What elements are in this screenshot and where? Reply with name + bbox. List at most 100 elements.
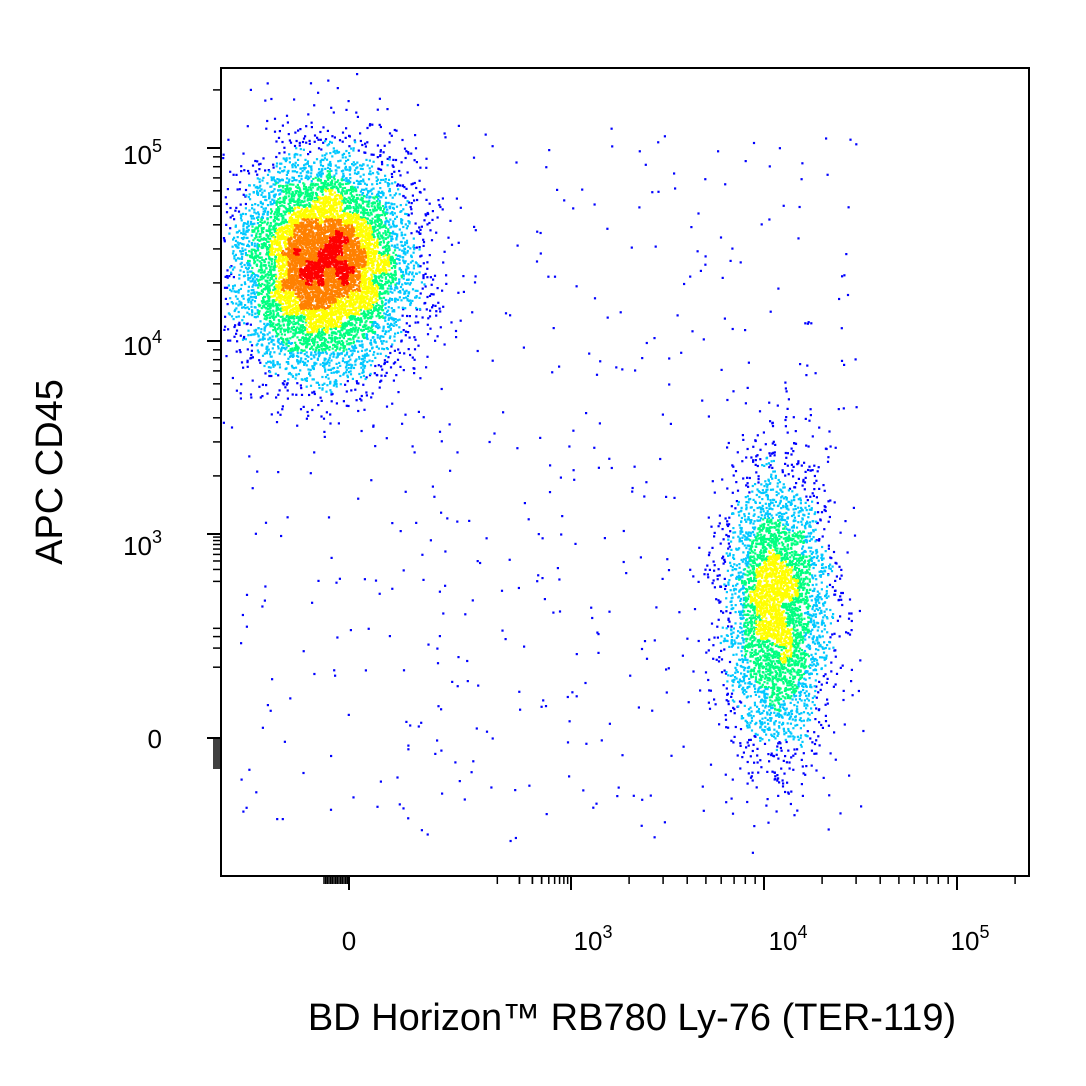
- event-dot: [773, 504, 776, 507]
- event-dot: [741, 691, 745, 694]
- event-dot: [406, 282, 409, 285]
- event-dot: [733, 563, 736, 566]
- event-dot: [789, 701, 792, 704]
- event-dot: [285, 346, 288, 349]
- event-dot: [264, 195, 267, 198]
- event-dot: [743, 535, 746, 538]
- event-dot: [252, 283, 255, 287]
- event-dot: [404, 223, 407, 226]
- event-dot: [751, 645, 754, 648]
- event-dot: [378, 206, 381, 209]
- event-dot: [297, 362, 300, 365]
- event-dot: [346, 351, 349, 354]
- event-dot: [404, 196, 407, 199]
- event-dot: [814, 597, 817, 600]
- event-dot: [817, 466, 820, 469]
- event-dot: [708, 568, 711, 571]
- event-dot: [359, 175, 362, 178]
- event-dot: [355, 333, 358, 336]
- event-dot: [242, 193, 245, 196]
- event-dot: [285, 191, 288, 194]
- event-dot: [393, 335, 396, 338]
- event-dot: [266, 173, 270, 176]
- event-dot: [755, 471, 758, 474]
- event-dot: [411, 356, 414, 359]
- event-dot: [815, 739, 818, 742]
- event-dot: [730, 635, 734, 639]
- event-dot: [753, 520, 756, 523]
- event-dot: [342, 152, 346, 155]
- event-dot: [850, 612, 853, 615]
- event-dot: [582, 789, 585, 792]
- event-dot: [368, 190, 371, 193]
- event-dot: [815, 607, 818, 610]
- event-dot: [374, 445, 377, 448]
- event-dot: [774, 474, 777, 477]
- event-dot: [398, 318, 401, 321]
- event-dot: [428, 294, 432, 297]
- event-dot: [805, 576, 808, 579]
- event-dot: [771, 488, 775, 491]
- event-dot: [361, 333, 364, 336]
- event-dot: [792, 465, 795, 468]
- event-dot: [251, 203, 254, 207]
- event-dot: [804, 470, 807, 473]
- event-dot: [786, 452, 789, 455]
- event-dot: [305, 174, 308, 177]
- event-dot: [715, 598, 718, 601]
- event-dot: [741, 460, 744, 463]
- event-dot: [802, 480, 805, 483]
- event-dot: [287, 180, 291, 183]
- event-dot: [323, 359, 326, 362]
- event-dot: [815, 552, 818, 555]
- event-dot: [787, 489, 790, 492]
- event-dot: [574, 542, 577, 545]
- event-dot: [372, 321, 375, 324]
- event-dot: [818, 645, 821, 648]
- event-dot: [753, 509, 756, 512]
- event-dot: [251, 285, 254, 288]
- event-dot: [763, 677, 766, 680]
- event-dot: [732, 643, 735, 646]
- event-dot: [808, 636, 811, 639]
- event-dot: [711, 480, 714, 483]
- event-dot: [827, 724, 830, 727]
- event-dot: [752, 539, 755, 542]
- event-dot: [741, 688, 744, 691]
- event-dot: [821, 558, 824, 561]
- event-dot: [749, 738, 752, 741]
- event-dot: [403, 261, 406, 265]
- event-dot: [283, 333, 286, 336]
- event-dot: [805, 703, 808, 706]
- event-dot: [841, 591, 844, 595]
- event-dot: [391, 343, 394, 346]
- event-dot: [816, 470, 819, 473]
- event-dot: [812, 604, 816, 607]
- event-dot: [749, 546, 752, 549]
- event-dot: [296, 352, 299, 355]
- event-dot: [741, 580, 744, 583]
- event-dot: [247, 301, 250, 304]
- event-dot: [360, 340, 363, 343]
- event-dot: [733, 700, 736, 703]
- event-dot: [400, 244, 403, 247]
- event-dot: [749, 721, 752, 724]
- event-dot: [811, 551, 815, 554]
- event-dot: [707, 649, 710, 652]
- event-dot: [809, 550, 812, 553]
- event-dot: [803, 704, 806, 707]
- event-dot: [416, 198, 419, 202]
- event-dot: [800, 720, 803, 723]
- event-dot: [814, 615, 817, 618]
- event-dot: [858, 609, 861, 613]
- event-dot: [719, 585, 723, 588]
- event-dot: [753, 672, 756, 675]
- event-dot: [261, 302, 264, 305]
- event-dot: [425, 198, 428, 201]
- event-dot: [808, 644, 811, 648]
- event-dot: [816, 638, 819, 641]
- event-dot: [246, 222, 249, 225]
- event-dot: [288, 341, 291, 344]
- event-dot: [410, 152, 413, 155]
- event-dot: [276, 818, 279, 821]
